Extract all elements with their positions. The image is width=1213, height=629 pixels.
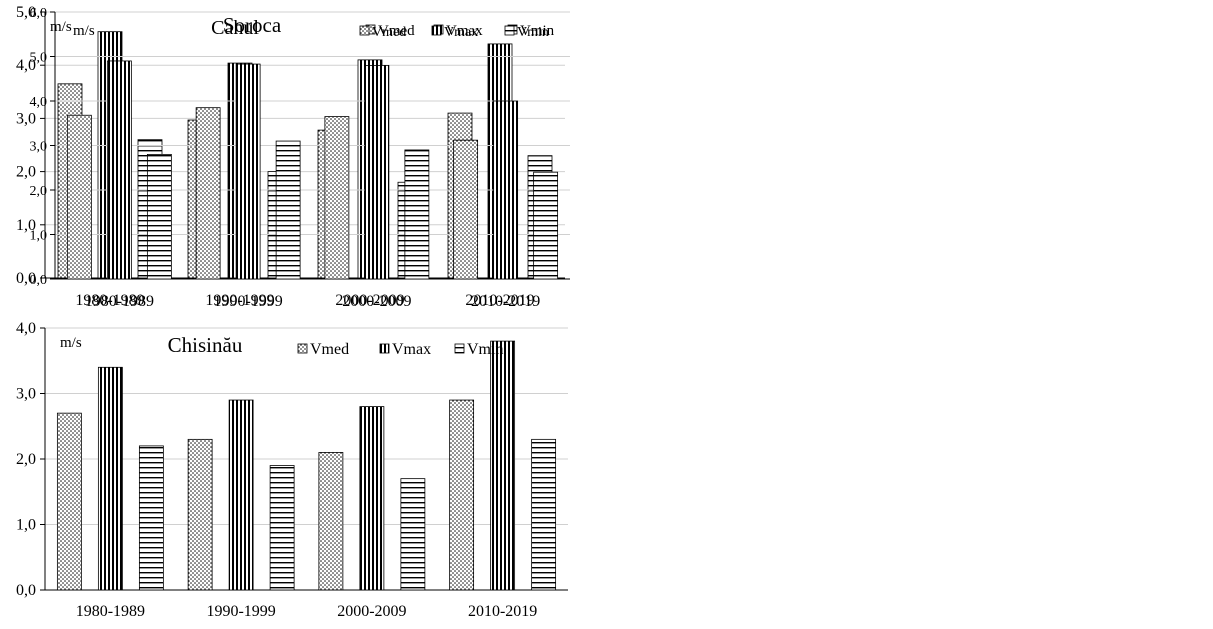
cahul-ytick-label: 5,0 — [30, 51, 48, 66]
cahul-bar-vmed — [324, 116, 350, 280]
cahul-bar-vmed — [66, 114, 92, 280]
cahul-title: Cahul — [211, 17, 259, 39]
chisinau-bar-vmax — [97, 366, 123, 591]
soroca-legend-label-vmin: Vmin — [520, 23, 555, 39]
chart-cahul-svg: 0,0 1,0 2,0 3,0 4,0 5,0 6,0 1980-1989 1990-1999 2… — [30, 6, 570, 310]
chisinau-unit-label: m/s — [60, 335, 82, 351]
cahul-bar-vmed — [453, 139, 479, 280]
soroca-ytick-label: 4,0 — [16, 57, 36, 74]
cahul-ytick-label: 4,0 — [30, 95, 48, 110]
chisinau-legend-swatch-vmed — [297, 343, 308, 354]
chisinau-bar-vmed — [56, 412, 82, 591]
soroca-legend-label-vmax: Vmax — [446, 23, 483, 39]
cahul-unit-label: m/s — [73, 23, 95, 39]
cahul-legend-label-vmax: Vmax — [444, 25, 478, 40]
cahul-legend-swatch-vmax — [431, 25, 442, 36]
chisinau-legend-swatch-vmin — [454, 343, 465, 354]
chisinau-bar-vmin — [531, 438, 557, 591]
chisinau-bar-vmax — [359, 406, 385, 591]
chisinau-category-label: 1990-1999 — [206, 603, 275, 620]
cahul-ytick-label: 1,0 — [30, 229, 48, 244]
chisinau-bar-vmax — [228, 399, 254, 591]
chisinau-legend-label-vmax: Vmax — [392, 341, 431, 358]
chisinau-category-label: 2010-2019 — [468, 603, 537, 620]
chisinau-bar-vmed — [318, 452, 344, 591]
chisinau-bar-vmin — [269, 465, 295, 591]
cahul-legend-swatch-vmin — [504, 25, 515, 36]
soroca-category-label: 1980-1989 — [75, 292, 144, 309]
cahul-bar-vmin — [533, 171, 559, 280]
chart-chisinau-svg: 0,0 1,0 2,0 3,0 4,0 1980-1989 1990-1999 2000-20… — [16, 320, 568, 620]
chisinau-ytick-label: 0,0 — [16, 582, 36, 599]
soroca-category-label: 2010-2019 — [465, 292, 534, 309]
cahul-legend-label-vmed: Vmed — [372, 25, 406, 40]
chisinau-bar-vmin — [400, 478, 426, 591]
cahul-legend-swatch-vmed — [359, 25, 370, 36]
cahul-bar-vmin — [275, 140, 301, 280]
soroca-ytick-label: 3,0 — [16, 110, 36, 127]
chisinau-title: Chisinău — [168, 333, 243, 357]
soroca-category-label: 2000-2009 — [335, 292, 404, 309]
chisinau-ytick-label: 2,0 — [16, 451, 36, 468]
soroca-ytick-label: 1,0 — [16, 217, 36, 234]
chisinau-legend-label-vmin: Vmin — [467, 341, 503, 358]
soroca-ytick-label: 2,0 — [16, 164, 36, 181]
chisinau-legend-label-vmed: Vmed — [310, 341, 349, 358]
chisinau-ytick-label: 1,0 — [16, 517, 36, 534]
soroca-legend-label-vmed: Vmed — [378, 23, 415, 39]
cahul-category-label: 2000-2009 — [342, 293, 411, 310]
cahul-category-label: 1990-1999 — [213, 293, 282, 310]
chisinau-bar-vmin — [138, 445, 164, 591]
cahul-bar-vmax — [493, 100, 519, 280]
cahul-bar-vmax — [106, 60, 132, 280]
chart-cahul: 0,0 1,0 2,0 3,0 4,0 5,0 6,0 1980-1989 1990-1999 2… — [0, 0, 578, 320]
soroca-ytick-label: 5,0 — [16, 4, 36, 21]
cahul-bar-vmed — [195, 107, 221, 280]
cahul-bar-vmin — [146, 153, 172, 280]
cahul-ytick-label: 0,0 — [30, 273, 48, 288]
chisinau-bar-vmed — [187, 438, 213, 591]
soroca-ytick-label: 0,0 — [16, 270, 36, 287]
chisinau-ytick-label: 4,0 — [16, 320, 36, 337]
soroca-category-label: 1990-1999 — [205, 292, 274, 309]
chart-chisinau: 0,0 1,0 2,0 3,0 4,0 1980-1989 1990-1999 2000-20… — [0, 312, 580, 624]
cahul-category-label: 2010-2019 — [471, 293, 540, 310]
chisinau-bar-vmax — [490, 340, 516, 591]
cahul-legend-label-vmin: Vmin — [517, 25, 549, 40]
chisinau-bar-vmed — [449, 399, 475, 591]
chisinau-legend-swatch-vmax — [379, 343, 390, 354]
soroca-title: Soroca — [223, 13, 282, 37]
cahul-bar-vmax — [235, 63, 261, 280]
chisinau-category-label: 1980-1989 — [76, 603, 145, 620]
cahul-bar-vmax — [364, 65, 390, 280]
cahul-ytick-label: 3,0 — [30, 140, 48, 155]
chisinau-category-label: 2000-2009 — [337, 603, 406, 620]
cahul-ytick-label: 6,0 — [30, 6, 48, 21]
cahul-category-label: 1980-1989 — [85, 293, 154, 310]
cahul-bar-vmin — [404, 149, 430, 280]
cahul-ytick-label: 2,0 — [30, 184, 48, 199]
chisinau-ytick-label: 3,0 — [16, 386, 36, 403]
